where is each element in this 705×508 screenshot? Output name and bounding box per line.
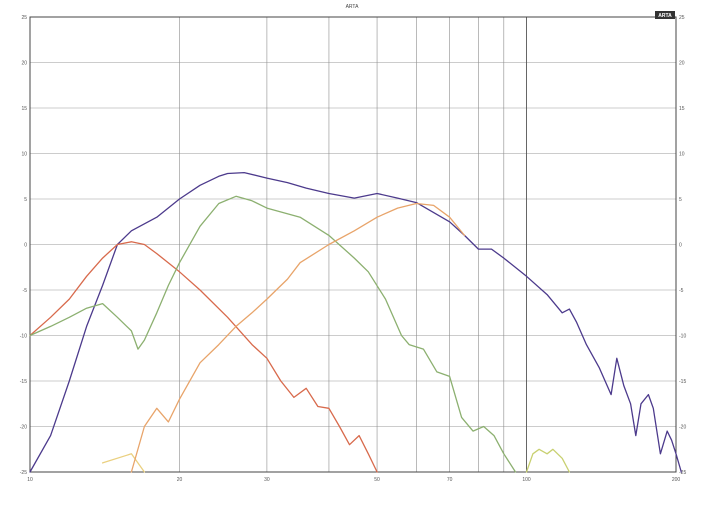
x-tick-label: 30 bbox=[264, 477, 270, 483]
y-tick-label-right: -10 bbox=[679, 334, 686, 340]
y-tick-label-right: 5 bbox=[679, 197, 682, 203]
y-tick-label-right: 20 bbox=[679, 61, 685, 67]
chart-title: ARTA bbox=[346, 4, 360, 10]
series-line-3 bbox=[29, 195, 517, 473]
y-tick-label-right: 10 bbox=[679, 152, 685, 158]
y-tick-label-right: -15 bbox=[679, 379, 686, 385]
x-tick-labels: 10 20 30 50 70 100 200 bbox=[27, 477, 680, 483]
y-tick-label-left: 25 bbox=[21, 15, 27, 21]
series-line-2 bbox=[29, 241, 378, 473]
y-tick-label-right: -25 bbox=[679, 470, 686, 476]
series-line-1 bbox=[29, 171, 682, 473]
series-line-6 bbox=[525, 448, 571, 473]
x-tick-label: 200 bbox=[672, 477, 681, 483]
x-tick-label: 50 bbox=[374, 477, 380, 483]
x-tick-label: 10 bbox=[27, 477, 33, 483]
x-tick-label: 70 bbox=[447, 477, 453, 483]
x-tick-label: 20 bbox=[177, 477, 183, 483]
y-tick-label-right: 15 bbox=[679, 106, 685, 112]
y-tick-label-left: 10 bbox=[21, 152, 27, 158]
y-tick-labels-left: 25 20 15 10 5 0 -5 -10 -15 -20 -25 bbox=[20, 15, 27, 476]
y-tick-label-left: -15 bbox=[20, 379, 27, 385]
series-layer bbox=[29, 171, 682, 473]
corner-badge-text: ARTA bbox=[658, 13, 672, 19]
x-tick-label: 100 bbox=[522, 477, 531, 483]
plot-frame bbox=[29, 16, 677, 473]
y-tick-label-left: -10 bbox=[20, 334, 27, 340]
y-tick-label-right: 25 bbox=[679, 15, 685, 21]
corner-badge-box bbox=[655, 11, 675, 19]
y-tick-label-left: -20 bbox=[20, 425, 27, 431]
y-tick-label-right: -20 bbox=[679, 425, 686, 431]
series-line-5 bbox=[130, 202, 466, 473]
y-tick-label-left: -5 bbox=[23, 288, 28, 294]
y-tick-label-left: 5 bbox=[24, 197, 27, 203]
grid-lines bbox=[29, 16, 677, 473]
y-tick-label-left: -25 bbox=[20, 470, 27, 476]
y-tick-label-left: 15 bbox=[21, 106, 27, 112]
y-tick-label-left: 20 bbox=[21, 61, 27, 67]
series-line-4 bbox=[101, 453, 146, 473]
y-tick-labels-right: 25 20 15 10 5 0 -5 -10 -15 -20 -25 bbox=[679, 15, 686, 476]
y-tick-label-right: -5 bbox=[679, 288, 684, 294]
y-tick-label-right: 0 bbox=[679, 243, 682, 249]
y-tick-label-left: 0 bbox=[24, 243, 27, 249]
